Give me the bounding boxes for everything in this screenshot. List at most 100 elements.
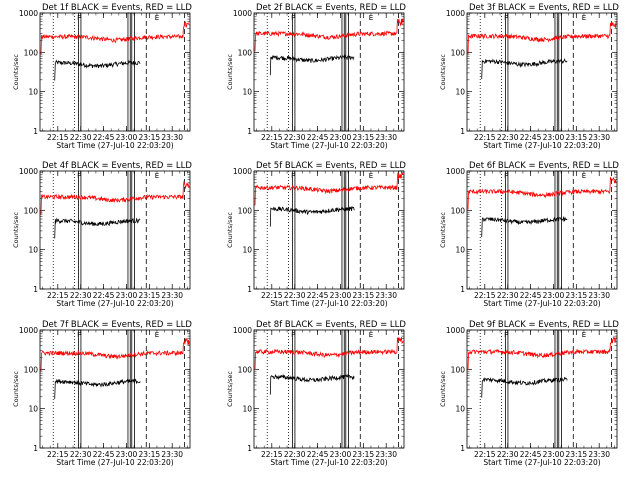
x-tick-label: 22:45 <box>307 450 329 459</box>
panel-title: Det 6f BLACK = Events, RED = LLD <box>469 161 619 171</box>
flag-interval-box <box>131 329 135 449</box>
x-tick-label: 23:15 <box>139 133 161 142</box>
panel-title: Det 2f BLACK = Events, RED = LLD <box>256 3 406 13</box>
y-axis-label: Counts/sec <box>12 371 20 407</box>
flag-marker-label: F <box>77 14 81 22</box>
flag-marker-label: E <box>582 331 586 339</box>
plot-frame <box>253 170 405 290</box>
x-tick-label: 23:30 <box>588 133 610 142</box>
y-tick-label: 100 <box>451 365 466 374</box>
panel-title: Det 8f BLACK = Events, RED = LLD <box>256 320 406 330</box>
x-tick-label: 22:45 <box>93 291 115 300</box>
y-tick-label: 1 <box>460 444 465 453</box>
y-tick-label: 1000 <box>446 167 465 176</box>
y-tick-label: 1 <box>460 127 465 136</box>
x-tick-label: 22:15 <box>47 133 69 142</box>
flag-interval-box <box>558 170 562 290</box>
flag-interval-box <box>345 170 349 290</box>
y-tick-label: 1000 <box>233 167 252 176</box>
y-tick-label: 1000 <box>19 9 38 18</box>
x-tick-label: 22:15 <box>261 133 283 142</box>
lld-rate-series <box>467 176 617 210</box>
flag-interval-box <box>127 329 131 449</box>
x-tick-label: 23:00 <box>543 450 565 459</box>
detector-panel: Det 3f BLACK = Events, RED = LLD 1 10 100 10… <box>439 3 619 150</box>
x-tick-label: 22:30 <box>497 291 519 300</box>
x-axis-label: Start Time (27-Jul-10 22:03:20) <box>56 141 173 150</box>
y-tick-label: 10 <box>28 405 38 414</box>
panel-title: Det 7f BLACK = Events, RED = LLD <box>42 320 192 330</box>
plot-frame <box>466 170 618 290</box>
x-tick-label: 22:45 <box>520 450 542 459</box>
y-tick-label: 10 <box>242 405 252 414</box>
flag-marker-label: E <box>155 172 159 180</box>
panel-title: Det 5f BLACK = Events, RED = LLD <box>256 161 406 171</box>
x-tick-label: 23:00 <box>543 133 565 142</box>
x-tick-label: 22:30 <box>70 133 92 142</box>
y-axis-label: Counts/sec <box>439 212 447 248</box>
x-tick-label: 23:30 <box>588 291 610 300</box>
flag-interval-box <box>504 12 509 132</box>
flag-interval-box <box>554 12 558 132</box>
events-rate-series <box>481 58 568 80</box>
flag-marker-label: F <box>504 14 508 22</box>
y-axis-label: Counts/sec <box>12 54 20 90</box>
y-tick-label: 100 <box>238 48 253 57</box>
x-tick-label: 22:45 <box>520 133 542 142</box>
plot-frame <box>466 12 618 132</box>
y-tick-label: 1 <box>460 285 465 294</box>
x-tick-label: 23:00 <box>330 291 352 300</box>
x-tick-label: 22:45 <box>307 291 329 300</box>
x-tick-label: 23:30 <box>161 133 183 142</box>
detector-panel: Det 6f BLACK = Events, RED = LLD 1 10 100 10… <box>439 161 619 308</box>
events-rate-series <box>481 376 568 398</box>
y-tick-label: 10 <box>455 88 465 97</box>
x-axis-label: Start Time (27-Jul-10 22:03:20) <box>56 299 173 308</box>
lld-rate-series <box>40 21 190 55</box>
detector-panel: Det 7f BLACK = Events, RED = LLD 1 10 100 10… <box>12 320 192 467</box>
flag-marker-label: F <box>504 331 508 339</box>
x-tick-label: 23:30 <box>161 291 183 300</box>
x-axis-label: Start Time (27-Jul-10 22:03:20) <box>56 458 173 467</box>
y-tick-label: 100 <box>24 48 39 57</box>
x-tick-label: 22:15 <box>474 291 496 300</box>
flag-interval-box <box>341 12 345 132</box>
flag-marker-label: E <box>369 331 373 339</box>
panel-title: Det 1f BLACK = Events, RED = LLD <box>42 3 192 13</box>
x-axis-label: Start Time (27-Jul-10 22:03:20) <box>483 141 600 150</box>
flag-interval-box <box>558 329 562 449</box>
plot-frame <box>39 329 191 449</box>
y-tick-label: 1000 <box>446 9 465 18</box>
x-axis-label: Start Time (27-Jul-10 22:03:20) <box>270 458 387 467</box>
y-tick-label: 100 <box>451 48 466 57</box>
x-tick-label: 22:45 <box>520 291 542 300</box>
x-tick-label: 23:00 <box>116 291 138 300</box>
flag-interval-box <box>341 329 345 449</box>
y-axis-label: Counts/sec <box>226 54 234 90</box>
detector-panel: Det 9f BLACK = Events, RED = LLD 1 10 100 10… <box>439 320 619 467</box>
flag-marker-label: F <box>291 14 295 22</box>
flag-interval-box <box>504 170 509 290</box>
x-tick-label: 22:45 <box>93 133 115 142</box>
plot-frame <box>39 12 191 132</box>
events-rate-series <box>54 217 141 239</box>
plot-frame <box>466 329 618 449</box>
y-tick-label: 1000 <box>19 167 38 176</box>
y-tick-label: 1 <box>33 444 38 453</box>
x-tick-label: 23:15 <box>139 450 161 459</box>
y-tick-label: 10 <box>242 246 252 255</box>
flag-marker-label: E <box>582 14 586 22</box>
y-tick-label: 10 <box>28 246 38 255</box>
x-tick-label: 23:00 <box>330 133 352 142</box>
flag-interval-box <box>504 329 509 449</box>
flag-interval-box <box>131 12 135 132</box>
plot-frame <box>39 170 191 290</box>
x-tick-label: 22:15 <box>261 450 283 459</box>
x-tick-label: 23:30 <box>161 450 183 459</box>
flag-interval-box <box>345 12 349 132</box>
x-tick-label: 22:15 <box>261 291 283 300</box>
x-tick-label: 22:15 <box>474 133 496 142</box>
panel-title: Det 4f BLACK = Events, RED = LLD <box>42 161 192 171</box>
x-tick-label: 23:00 <box>543 291 565 300</box>
